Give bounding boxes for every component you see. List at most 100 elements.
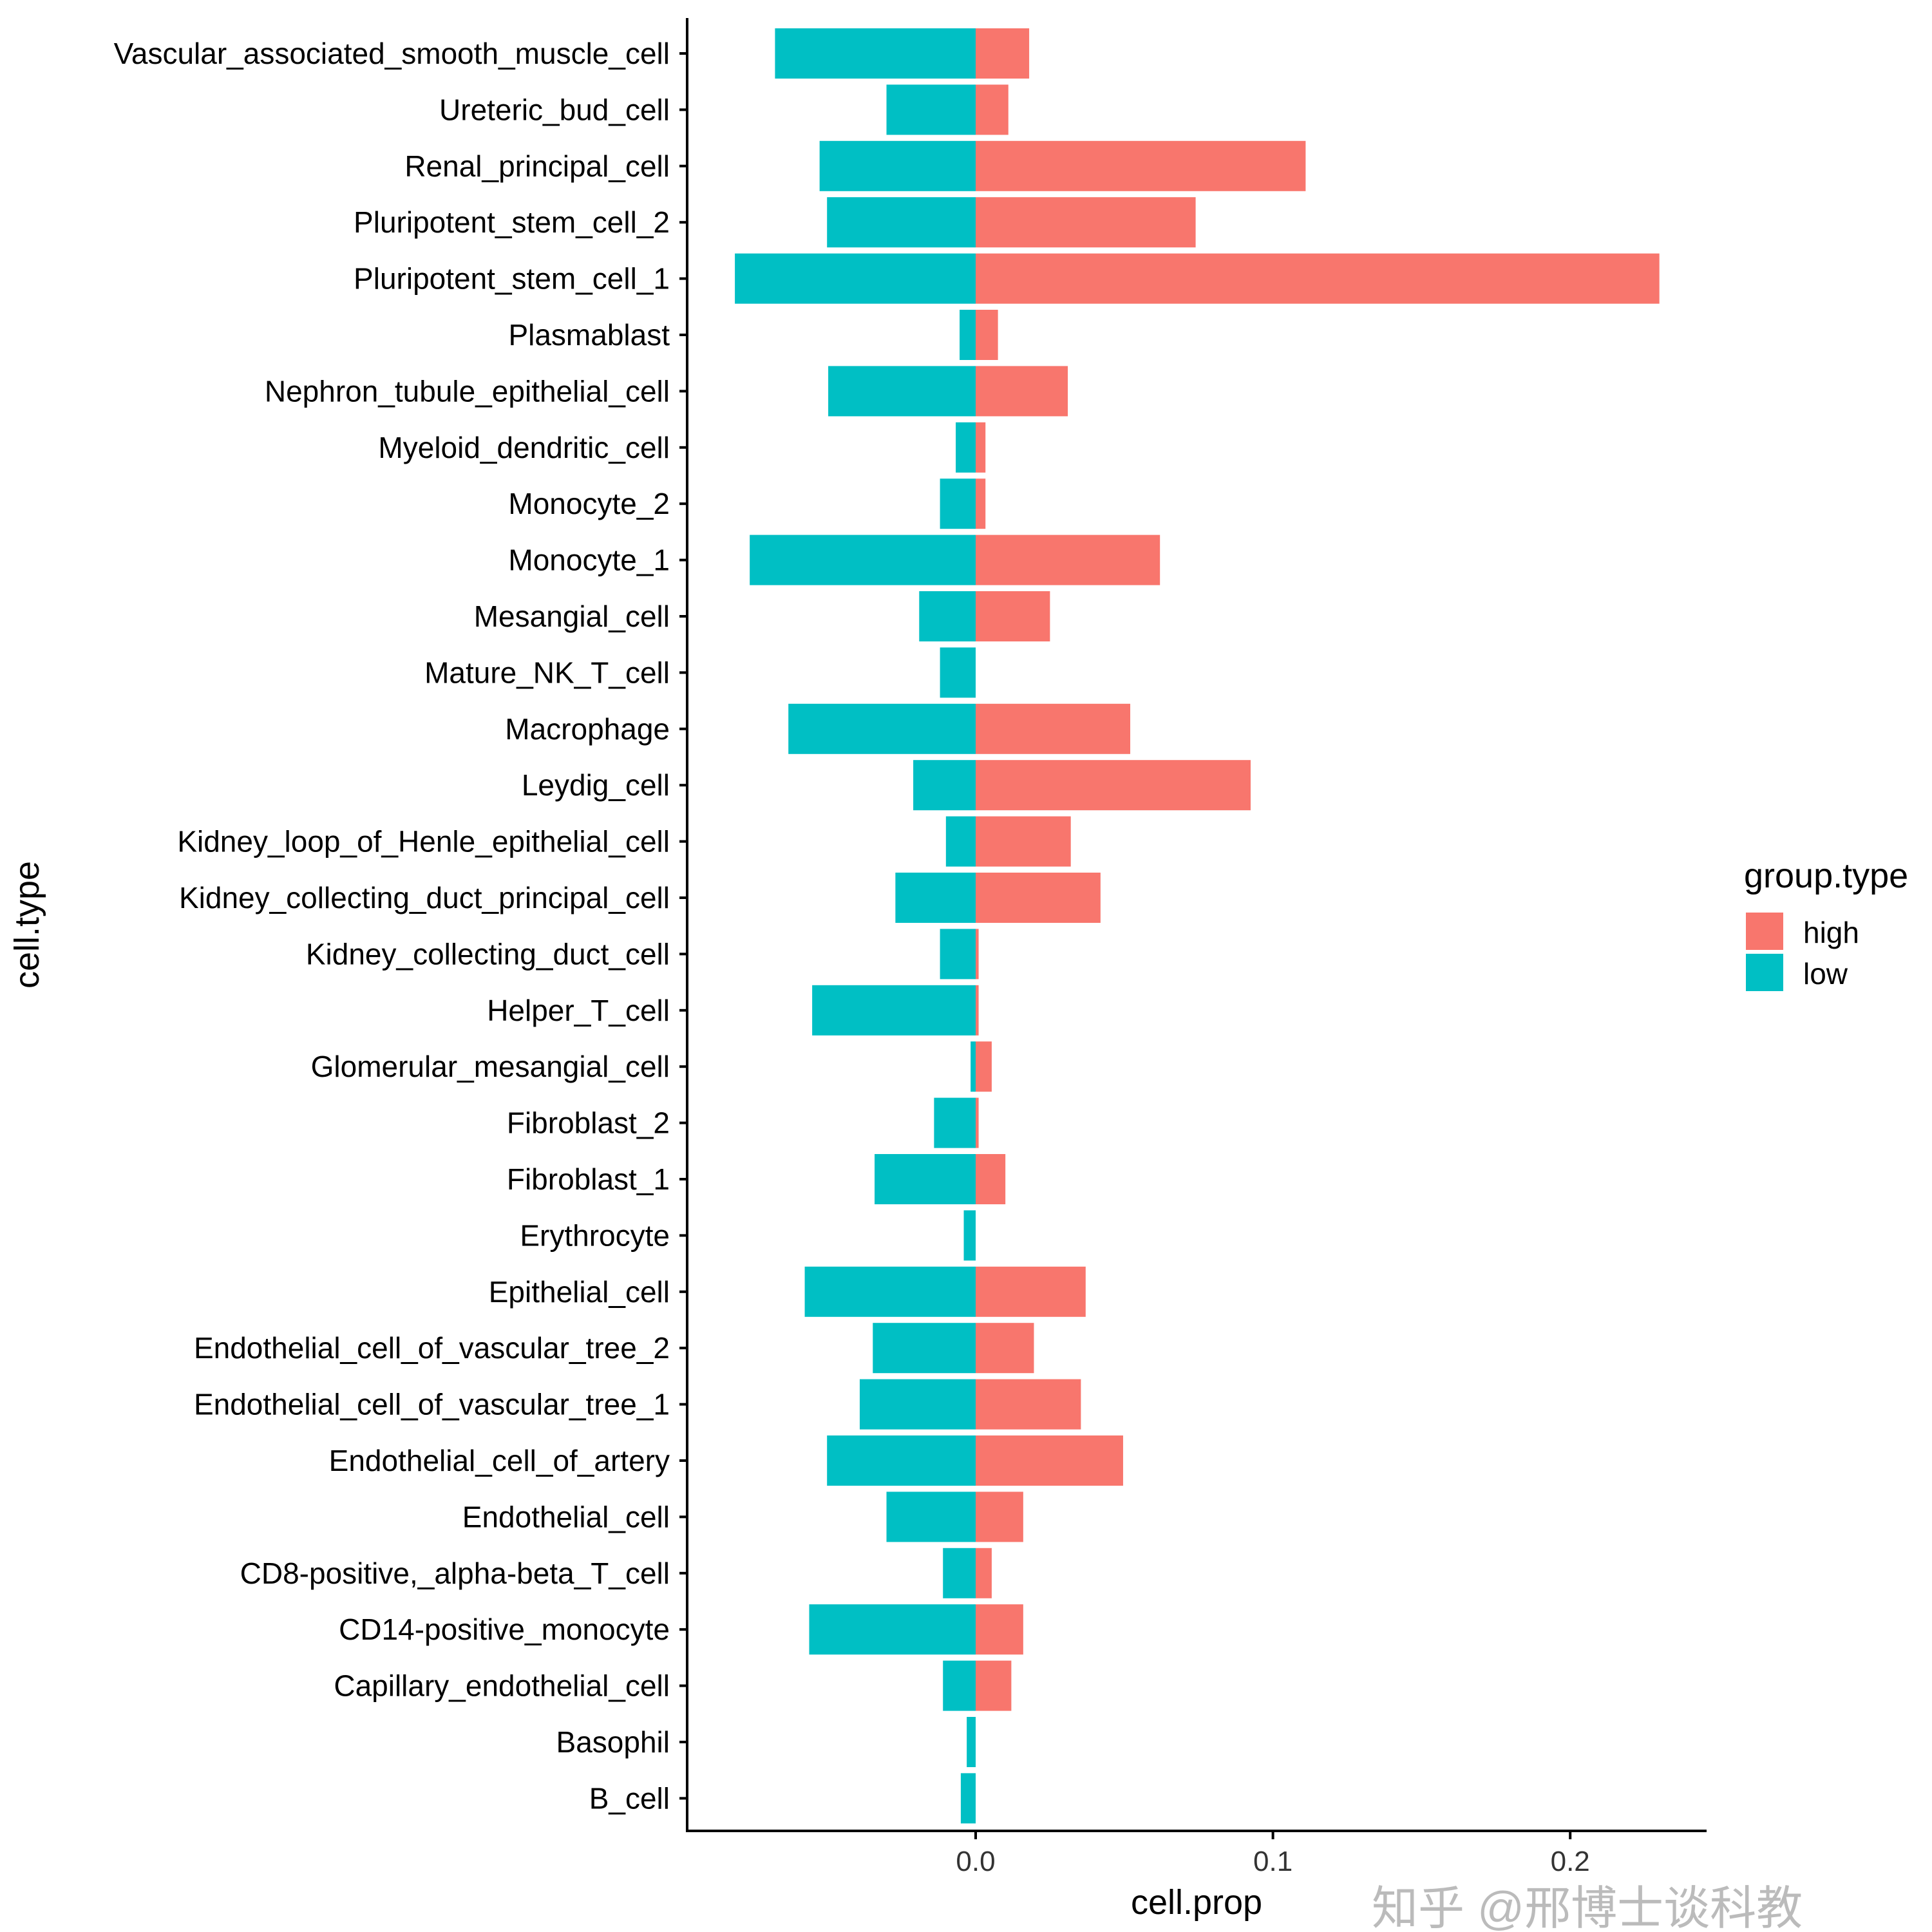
legend-key-high (1746, 913, 1783, 950)
bar-high (976, 816, 1071, 867)
bar-high (976, 310, 998, 360)
watermark: 知乎 @邢博士谈科教 (1372, 1883, 1803, 1932)
bar-low (963, 1210, 976, 1261)
x-ticks: 0.0 0.1 0.2 (956, 1831, 1590, 1877)
bar-low (750, 535, 976, 585)
bar-high (976, 760, 1251, 811)
y-tick-label: Monocyte_2 (508, 487, 670, 520)
bar-high (976, 197, 1196, 248)
bar-low (886, 1492, 976, 1542)
x-tick-label: 0.0 (956, 1846, 995, 1877)
y-tick-label: Kidney_collecting_duct_cell (306, 937, 670, 971)
y-tick-label: Pluripotent_stem_cell_1 (354, 262, 670, 296)
bar-low (775, 28, 976, 79)
y-tick-label: Myeloid_dendritic_cell (378, 431, 670, 464)
y-tick-label: Endothelial_cell_of_artery (329, 1444, 670, 1477)
bar-low (960, 310, 976, 360)
bar-high (976, 929, 979, 980)
y-tick-label: Leydig_cell (522, 768, 670, 802)
bars (735, 28, 1660, 1824)
y-tick-label: Epithelial_cell (489, 1275, 670, 1309)
y-tick-label: Endothelial_cell_of_vascular_tree_1 (194, 1388, 670, 1421)
y-tick-label: Fibroblast_1 (507, 1162, 670, 1196)
y-tick-label: Nephron_tubule_epithelial_cell (265, 374, 670, 408)
bar-high (976, 1266, 1086, 1317)
bar-low (788, 703, 976, 754)
bar-low (943, 1660, 976, 1711)
y-tick-label: Renal_principal_cell (404, 149, 670, 183)
bar-low (919, 591, 976, 641)
y-tick-label: Ureteric_bud_cell (439, 93, 670, 126)
bar-low (940, 478, 976, 529)
bar-low (956, 422, 976, 473)
y-tick-label: Erythrocyte (520, 1218, 670, 1252)
bar-high (976, 1154, 1006, 1204)
bar-low (945, 816, 976, 867)
x-tick-label: 0.2 (1551, 1846, 1590, 1877)
legend-label-high: high (1803, 916, 1859, 949)
bar-high (976, 1379, 1081, 1430)
bar-low (809, 1604, 976, 1655)
y-tick-label: CD14-positive_monocyte (339, 1613, 670, 1646)
bar-high (976, 478, 986, 529)
bar-high (976, 366, 1068, 417)
y-tick-label: Macrophage (505, 712, 670, 746)
y-tick-label: Kidney_loop_of_Henle_epithelial_cell (177, 825, 670, 858)
bar-low (735, 253, 976, 304)
x-axis-title: cell.prop (1131, 1883, 1262, 1922)
y-tick-label: Kidney_collecting_duct_principal_cell (179, 881, 670, 914)
bar-low (875, 1154, 976, 1204)
bar-high (976, 140, 1306, 191)
bar-low (943, 1548, 976, 1598)
y-tick-label: Monocyte_1 (508, 544, 670, 577)
bar-high (976, 253, 1660, 304)
bar-high (976, 703, 1131, 754)
y-tick-label: Helper_T_cell (487, 994, 670, 1027)
bar-low (859, 1379, 976, 1430)
bar-low (967, 1717, 976, 1767)
legend-label-low: low (1803, 957, 1848, 990)
y-tick-label: Glomerular_mesangial_cell (311, 1050, 670, 1083)
bar-high (976, 1548, 992, 1598)
bar-high (976, 1604, 1023, 1655)
y-tick-label: Endothelial_cell (462, 1500, 670, 1533)
y-tick-label: Mesangial_cell (474, 600, 670, 633)
bar-high (976, 1492, 1023, 1542)
y-tick-label: Pluripotent_stem_cell_2 (354, 205, 670, 239)
y-tick-label: Capillary_endothelial_cell (334, 1669, 670, 1703)
bar-low (940, 647, 976, 698)
legend-title: group.type (1744, 857, 1908, 895)
bar-high (976, 28, 1030, 79)
y-tick-label: Basophil (556, 1725, 670, 1759)
bar-low (827, 1435, 976, 1486)
bar-high (976, 1435, 1123, 1486)
bar-high (976, 873, 1101, 923)
bar-low (940, 929, 976, 980)
bar-high (976, 1660, 1012, 1711)
y-axis-title: cell.type (8, 861, 46, 989)
bar-high (976, 84, 1009, 135)
bar-low (812, 985, 976, 1036)
bar-high (976, 985, 979, 1036)
y-tick-label: Vascular_associated_smooth_muscle_cell (114, 37, 670, 70)
bar-high (976, 591, 1050, 641)
y-tick-label: CD8-positive,_alpha-beta_T_cell (240, 1557, 670, 1590)
legend: group.type high low (1744, 857, 1908, 991)
bar-low (934, 1097, 976, 1148)
bar-low (827, 197, 976, 248)
y-tick-label: Endothelial_cell_of_vascular_tree_2 (194, 1331, 670, 1365)
bar-low (960, 1773, 976, 1824)
y-tick-label: B_cell (589, 1781, 670, 1815)
bar-high (976, 1323, 1034, 1374)
bar-high (976, 1041, 992, 1092)
y-tick-label: Plasmablast (508, 318, 670, 352)
bar-low (895, 873, 976, 923)
bar-low (971, 1041, 976, 1092)
x-tick-label: 0.1 (1253, 1846, 1293, 1877)
y-tick-label: Mature_NK_T_cell (424, 656, 670, 689)
bar-low (886, 84, 976, 135)
y-tick-labels: Vascular_associated_smooth_muscle_cell Ur… (114, 37, 687, 1815)
legend-key-low (1746, 954, 1783, 991)
bar-low (819, 140, 976, 191)
